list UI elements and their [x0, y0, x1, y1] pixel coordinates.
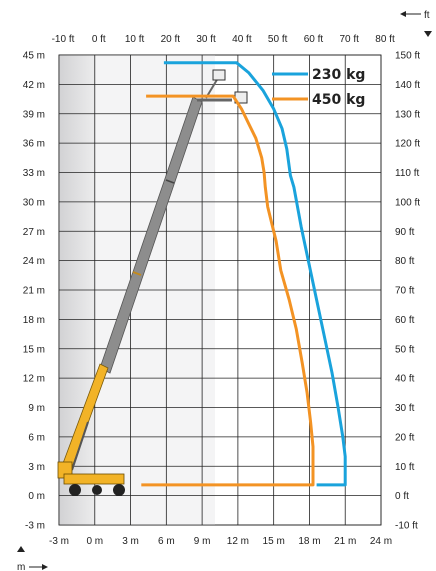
x-imperial-tick-label: 20 ft	[161, 34, 181, 45]
x-imperial-tick-label: 40 ft	[232, 34, 252, 45]
ft-axis-indicator: ft	[400, 10, 432, 37]
y-metric-tick-label: 18 m	[23, 315, 45, 326]
y-metric-tick-label: 3 m	[28, 462, 45, 473]
lift-cylinder	[71, 421, 89, 471]
y-metric-tick-label: 21 m	[23, 286, 45, 297]
y-metric-tick-label: 9 m	[28, 403, 45, 414]
x-metric-tick-label: 3 m	[122, 536, 139, 547]
y-imperial-tick-label: 10 ft	[395, 462, 415, 473]
x-metric-tick-label: 12 m	[227, 536, 249, 547]
chassis	[63, 473, 125, 485]
x-imperial-tick-label: 50 ft	[268, 34, 288, 45]
y-imperial-tick-label: 80 ft	[395, 256, 415, 267]
y-imperial-tick-label: 140 ft	[395, 80, 420, 91]
telehandler-illustration	[57, 69, 248, 496]
y-imperial-tick-label: 20 ft	[395, 432, 415, 443]
legend: 230 kg 450 kg	[272, 67, 365, 108]
ft-unit-label: ft	[424, 10, 430, 21]
x-metric-tick-label: 0 m	[86, 536, 103, 547]
legend-label: 230 kg	[312, 67, 365, 83]
y-metric-tick-label: -3 m	[25, 521, 45, 532]
series-line	[163, 61, 347, 487]
x-imperial-tick-label: 10 ft	[125, 34, 145, 45]
x-metric-tick-label: 18 m	[298, 536, 320, 547]
grid-lines	[58, 54, 382, 526]
front-wheel	[69, 484, 81, 496]
y-metric-tick-label: 24 m	[23, 256, 45, 267]
x-imperial-tick-label: 80 ft	[375, 34, 395, 45]
y-metric-tick-label: 42 m	[23, 80, 45, 91]
y-metric-tick-label: 15 m	[23, 344, 45, 355]
x-imperial-tick-label: 70 ft	[339, 34, 359, 45]
y-imperial-tick-label: 0 ft	[395, 491, 409, 502]
middle-wheel	[92, 485, 102, 495]
legend-label: 450 kg	[312, 92, 365, 108]
y-imperial-tick-label: 110 ft	[395, 168, 419, 179]
left-arrow-icon	[400, 11, 406, 17]
upper-boom-joint	[132, 271, 142, 276]
y-imperial-tick-label: 60 ft	[395, 315, 415, 326]
x-imperial-tick-label: 0 ft	[92, 34, 106, 45]
x-metric-tick-label: 24 m	[370, 536, 392, 547]
down-arrow-icon	[424, 31, 432, 37]
y-metric-tick-label: 45 m	[23, 51, 45, 62]
y-imperial-tick-label: 150 ft	[395, 51, 420, 62]
y-metric-tick-label: 33 m	[23, 168, 45, 179]
y-metric-tick-label: 6 m	[28, 432, 45, 443]
m-axis-indicator: m	[17, 546, 48, 571]
y-metric-tick-label: 36 m	[23, 139, 45, 150]
y-metric-tick-label: 27 m	[23, 227, 45, 238]
rear-wheel	[113, 484, 125, 496]
y-imperial-tick-label: 50 ft	[395, 344, 415, 355]
x-metric-tick-label: 9 m	[194, 536, 211, 547]
y-imperial-tick-label: 100 ft	[395, 197, 420, 208]
y-imperial-tick-label: 30 ft	[395, 403, 415, 414]
upper-boom-joint-2	[165, 179, 175, 184]
m-unit-label: m	[17, 562, 25, 571]
series-lines	[141, 61, 347, 487]
y-imperial-tick-label: 120 ft	[395, 139, 420, 150]
tick-labels: -3 m 0 m 3 m 6 m 9 m 12 m 15 m 18 m 21 m 24 m -3 m…	[23, 34, 420, 547]
x-imperial-tick-label: 30 ft	[196, 34, 216, 45]
x-imperial-tick-label: -10 ft	[52, 34, 75, 45]
x-metric-tick-label: 21 m	[334, 536, 356, 547]
y-metric-tick-label: 30 m	[23, 197, 45, 208]
x-imperial-tick-label: 60 ft	[304, 34, 324, 45]
y-metric-tick-label: 12 m	[23, 374, 45, 385]
y-imperial-tick-label: 90 ft	[395, 227, 415, 238]
right-arrow-icon	[42, 564, 48, 570]
y-imperial-tick-label: 70 ft	[395, 286, 415, 297]
x-metric-tick-label: -3 m	[49, 536, 69, 547]
up-arrow-icon	[17, 546, 25, 552]
upper-basket	[212, 69, 226, 81]
x-metric-tick-label: 15 m	[263, 536, 285, 547]
x-metric-tick-label: 6 m	[158, 536, 175, 547]
y-imperial-tick-label: 130 ft	[395, 109, 420, 120]
y-metric-tick-label: 39 m	[23, 109, 45, 120]
y-imperial-tick-label: -10 ft	[395, 521, 418, 532]
y-imperial-tick-label: 40 ft	[395, 374, 415, 385]
y-metric-tick-label: 0 m	[28, 491, 45, 502]
series-line	[141, 94, 315, 487]
